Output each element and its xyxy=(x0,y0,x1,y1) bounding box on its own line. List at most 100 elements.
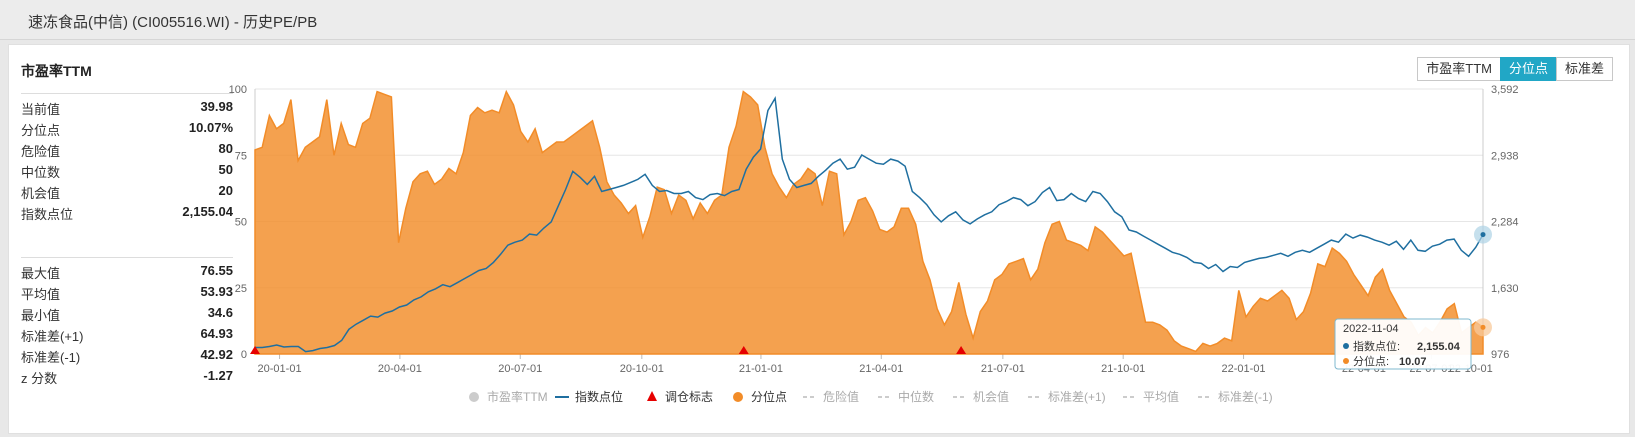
btn-pe-ttm[interactable]: 市盈率TTM xyxy=(1417,57,1501,81)
stat-label: 标准差(-1) xyxy=(21,350,81,365)
stat-value: 2,155.04 xyxy=(182,204,233,219)
stat-row-top-5: 指数点位 2,155.04 xyxy=(21,201,233,222)
legend-label: 分位点 xyxy=(751,389,787,404)
x-tick-label: 22-01-01 xyxy=(1222,363,1266,375)
x-tick-label: 21-07-01 xyxy=(981,363,1025,375)
stat-value: 50 xyxy=(218,162,233,177)
y-right-tick-label: 2,938 xyxy=(1491,150,1519,162)
tooltip-index-value: 2,155.04 xyxy=(1417,341,1461,353)
rebalance-marker xyxy=(738,346,749,354)
percentile-area xyxy=(254,89,1484,355)
y-left-tick-label: 25 xyxy=(235,283,247,295)
btn-percentile[interactable]: 分位点 xyxy=(1499,57,1557,81)
stat-label: 标准差(+1) xyxy=(21,329,84,344)
stat-row-bottom-5: z 分数 -1.27 xyxy=(21,365,233,386)
x-tick-label: 20-10-01 xyxy=(620,363,664,375)
legend-item-5[interactable]: 中位数 xyxy=(878,389,934,404)
x-tick-label: 20-07-01 xyxy=(498,363,542,375)
legend-label: 调仓标志 xyxy=(665,390,713,404)
legend-dot-icon xyxy=(733,392,743,402)
legend-triangle-icon xyxy=(647,391,657,401)
stat-label: 平均值 xyxy=(21,287,61,302)
legend-label: 标准差(-1) xyxy=(1218,390,1273,404)
stat-label: 机会值 xyxy=(21,186,61,201)
stat-value: 64.93 xyxy=(200,326,233,341)
tooltip-index-dot xyxy=(1343,343,1349,349)
stat-label: 指数点位 xyxy=(21,207,74,222)
stat-value: 34.6 xyxy=(207,305,233,320)
y-right-tick-label: 1,630 xyxy=(1491,283,1519,295)
y-left-tick-label: 100 xyxy=(229,84,247,96)
legend-item-1[interactable]: 指数点位 xyxy=(555,389,623,404)
legend-item-3[interactable]: 分位点 xyxy=(733,389,787,404)
title-bar: 速冻食品(中信) (CI005516.WI) - 历史PE/PB xyxy=(0,0,1635,40)
stat-value: 42.92 xyxy=(200,347,233,362)
x-tick-label: 21-04-01 xyxy=(859,363,903,375)
stat-value: 53.93 xyxy=(200,284,233,299)
btn-std[interactable]: 标准差 xyxy=(1555,57,1613,81)
legend-item-6[interactable]: 机会值 xyxy=(953,389,1009,404)
section-title: 市盈率TTM xyxy=(21,63,92,79)
stat-row-top-0: 当前值 39.98 xyxy=(21,96,233,117)
stat-row-top-3: 中位数 50 xyxy=(21,159,233,180)
stat-value: -1.27 xyxy=(203,368,233,383)
stat-value: 76.55 xyxy=(200,263,233,278)
stat-row-bottom-4: 标准差(-1) 42.92 xyxy=(21,344,233,365)
rebalance-marker xyxy=(956,346,967,354)
tooltip-box xyxy=(1334,318,1472,370)
rebalance-marker xyxy=(250,346,260,354)
stat-row-bottom-1: 平均值 53.93 xyxy=(21,281,233,302)
legend-item-8[interactable]: 平均值 xyxy=(1123,389,1179,404)
stat-value: 80 xyxy=(218,141,233,156)
x-tick-label: 21-01-01 xyxy=(739,363,783,375)
y-right-tick-label: 2,284 xyxy=(1491,217,1519,229)
x-tick-label: 21-10-01 xyxy=(1101,363,1145,375)
tooltip-date: 2022-11-04 xyxy=(1343,323,1398,335)
percentile-point xyxy=(1480,324,1486,330)
legend-label: 中位数 xyxy=(898,389,934,404)
legend-label: 标准差(+1) xyxy=(1048,390,1106,404)
stat-row-bottom-3: 标准差(+1) 64.93 xyxy=(21,323,233,344)
window-title: 速冻食品(中信) (CI005516.WI) - 历史PE/PB xyxy=(28,14,318,31)
stats-summary: 最大值 76.55 平均值 53.93 最小值 34.6 标准差(+1) 64.93 标准差(-… xyxy=(21,257,233,386)
stat-row-bottom-2: 最小值 34.6 xyxy=(21,302,233,323)
stat-value: 10.07% xyxy=(188,120,233,135)
stat-label: 最小值 xyxy=(21,308,61,323)
stat-label: 分位点 xyxy=(21,123,61,138)
legend-label: 机会值 xyxy=(973,389,1009,404)
stat-value: 39.98 xyxy=(200,99,233,114)
legend-label: 市盈率TTM xyxy=(487,389,548,404)
x-tick-label: 20-01-01 xyxy=(258,363,302,375)
chart-tooltip: 2022-11-04 指数点位: 2,155.04 分位点: 10.07 xyxy=(1334,318,1472,370)
legend-label: 危险值 xyxy=(823,389,859,404)
legend-dot-icon xyxy=(469,392,479,402)
legend-item-2[interactable]: 调仓标志 xyxy=(647,390,713,404)
x-tick-label: 20-04-01 xyxy=(378,363,422,375)
stat-row-top-4: 机会值 20 xyxy=(21,180,233,201)
y-left-tick-label: 75 xyxy=(235,150,247,162)
legend-item-7[interactable]: 标准差(+1) xyxy=(1028,390,1106,404)
stat-label: 危险值 xyxy=(21,144,61,159)
valuation-chart[interactable]: 02550751009761,6302,2842,9383,59220-01-0… xyxy=(9,45,1629,433)
stat-row-top-2: 危险值 80 xyxy=(21,138,233,159)
tooltip-index-label: 指数点位: xyxy=(1353,339,1400,353)
stat-row-bottom-0: 最大值 76.55 xyxy=(21,260,233,281)
stat-label: 中位数 xyxy=(21,165,61,180)
stat-label: 最大值 xyxy=(21,266,61,281)
stats-current: 当前值 39.98 分位点 10.07% 危险值 80 中位数 50 机会值 20 指数点位 2,15… xyxy=(21,93,233,222)
y-right-tick-label: 3,592 xyxy=(1491,84,1519,96)
y-left-tick-label: 0 xyxy=(241,349,247,361)
tooltip-percentile-dot xyxy=(1343,358,1349,364)
legend-item-0[interactable]: 市盈率TTM xyxy=(469,389,548,404)
legend-item-4[interactable]: 危险值 xyxy=(803,389,859,404)
main-panel: 市盈率TTM 当前值 39.98 分位点 10.07% 危险值 80 中位数 50 机会值 20 指… xyxy=(8,44,1630,434)
stat-value: 20 xyxy=(218,183,233,198)
legend-item-9[interactable]: 标准差(-1) xyxy=(1198,390,1273,404)
stat-label: 当前值 xyxy=(21,102,61,117)
tooltip-percentile-value: 10.07 xyxy=(1399,356,1427,368)
legend-label: 平均值 xyxy=(1143,389,1179,404)
stat-label: z 分数 xyxy=(21,371,58,386)
tooltip-percentile-label: 分位点: xyxy=(1353,354,1389,368)
index-line xyxy=(255,96,1484,353)
y-left-tick-label: 50 xyxy=(235,217,247,229)
